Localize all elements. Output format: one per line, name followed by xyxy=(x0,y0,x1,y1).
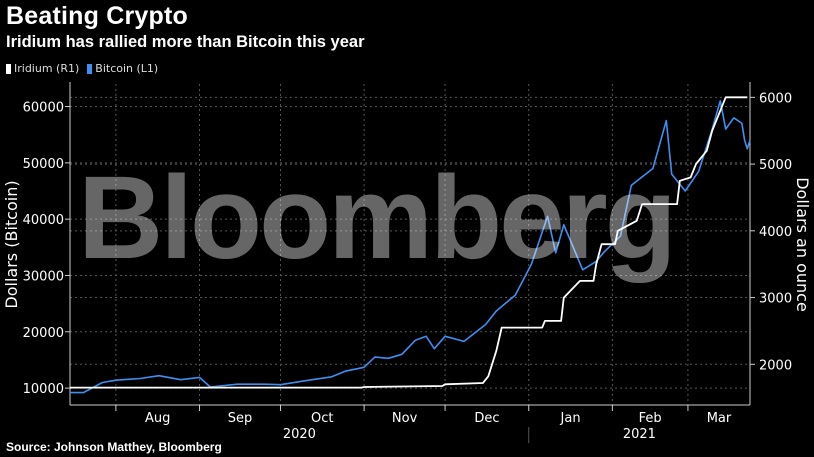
month-label: Aug xyxy=(145,411,170,426)
legend-item-iridium: Iridium (R1) xyxy=(6,62,79,75)
bitcoin-series-line xyxy=(70,100,751,394)
right-tick-label: 3000 xyxy=(759,292,792,307)
month-label: Oct xyxy=(311,411,333,426)
right-axis-title: Dollars an ounce xyxy=(793,177,812,312)
left-tick-label: 20000 xyxy=(23,326,64,341)
right-tick-label: 5000 xyxy=(759,158,792,173)
month-label: Jan xyxy=(560,411,581,426)
chart-legend: Iridium (R1) Bitcoin (L1) xyxy=(6,62,158,75)
left-tick-label: 30000 xyxy=(23,269,64,284)
left-tick-label: 10000 xyxy=(23,382,64,397)
month-label: Dec xyxy=(474,411,499,426)
legend-label-iridium: Iridium (R1) xyxy=(14,62,80,75)
legend-swatch-iridium xyxy=(6,63,11,74)
left-tick-label: 50000 xyxy=(23,157,64,172)
legend-label-bitcoin: Bitcoin (L1) xyxy=(95,62,159,75)
legend-swatch-bitcoin xyxy=(87,63,93,74)
left-axis-title: Dollars (Bitcoin) xyxy=(2,180,21,308)
left-tick-label: 40000 xyxy=(23,213,64,228)
year-label-2020: 2020 xyxy=(283,427,316,442)
chart-source: Source: Johnson Matthey, Bloomberg xyxy=(6,440,222,454)
year-label-2021: 2021 xyxy=(623,427,656,442)
month-label: Sep xyxy=(228,411,253,426)
iridium-series-line xyxy=(70,96,748,389)
chart-title: Beating Crypto xyxy=(6,2,188,30)
chart-subtitle: Iridium has rallied more than Bitcoin th… xyxy=(6,33,365,51)
month-label: Mar xyxy=(707,411,732,426)
right-tick-label: 4000 xyxy=(759,225,792,240)
month-label: Nov xyxy=(392,411,418,426)
legend-item-bitcoin: Bitcoin (L1) xyxy=(87,62,158,75)
month-label: Feb xyxy=(639,411,662,426)
right-tick-label: 6000 xyxy=(759,91,792,106)
right-tick-label: 2000 xyxy=(759,358,792,373)
left-tick-label: 60000 xyxy=(23,101,64,116)
